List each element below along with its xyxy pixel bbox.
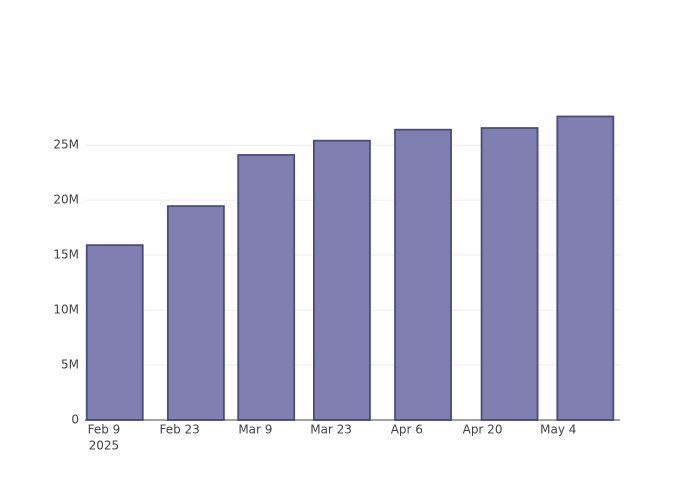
bar xyxy=(166,205,225,421)
x-tick-label: Apr 20 xyxy=(463,423,503,437)
y-tick-label: 0 xyxy=(71,413,79,427)
y-tick-label: 20M xyxy=(53,193,79,207)
y-tick-label: 5M xyxy=(61,358,79,372)
bar xyxy=(556,115,615,421)
bar xyxy=(85,244,144,421)
y-tick-label: 10M xyxy=(53,303,79,317)
bar xyxy=(394,128,452,421)
bar xyxy=(313,139,371,421)
bar xyxy=(237,154,296,421)
bar xyxy=(480,127,539,421)
y-tick-label: 25M xyxy=(53,138,79,152)
x-tick-label: Apr 6 xyxy=(391,423,423,437)
x-tick-label: Feb 9 xyxy=(88,423,121,437)
x-tick-label: Mar 9 xyxy=(238,423,272,437)
x-tick-label: May 4 xyxy=(540,423,576,437)
x-tick-label: Mar 23 xyxy=(310,423,352,437)
x-year-label: 2025 xyxy=(89,439,120,453)
x-tick-label: Feb 23 xyxy=(159,423,199,437)
y-tick-label: 15M xyxy=(53,248,79,262)
